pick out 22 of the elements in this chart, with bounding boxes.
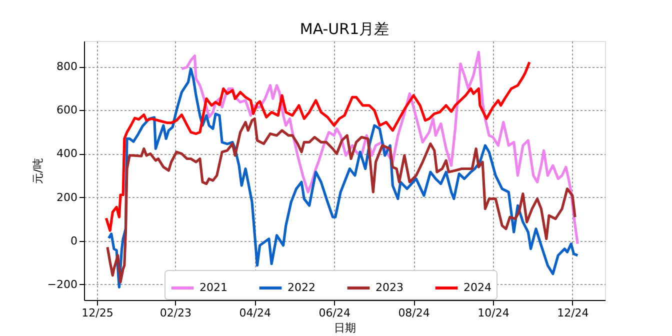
y-tick-label: −200 <box>47 278 78 291</box>
y-axis-title: 元/吨 <box>31 158 44 184</box>
y-tick-label: 400 <box>56 147 78 160</box>
x-tick-label: 08/24 <box>398 306 430 320</box>
legend-label: 2024 <box>464 281 492 294</box>
legend-label: 2023 <box>376 281 404 294</box>
y-tick-label: 600 <box>56 104 78 117</box>
x-tick-label: 12/24 <box>557 306 589 320</box>
x-tick-label: 02/23 <box>160 306 192 320</box>
chart-title: MA-UR1月差 <box>300 20 390 38</box>
legend-label: 2021 <box>200 281 228 294</box>
line-series <box>106 117 576 284</box>
legend-label: 2022 <box>288 281 316 294</box>
x-tick-label: 06/24 <box>318 306 350 320</box>
x-tick-label: 04/24 <box>239 306 271 320</box>
x-axis-title: 日期 <box>334 322 356 334</box>
line-series <box>104 60 531 232</box>
y-tick-label: 0 <box>70 234 78 248</box>
y-tick-label: 200 <box>56 190 78 204</box>
x-tick-label: 10/24 <box>478 306 510 320</box>
x-tick-label: 12/25 <box>82 306 114 320</box>
y-tick-label: 800 <box>56 60 78 74</box>
